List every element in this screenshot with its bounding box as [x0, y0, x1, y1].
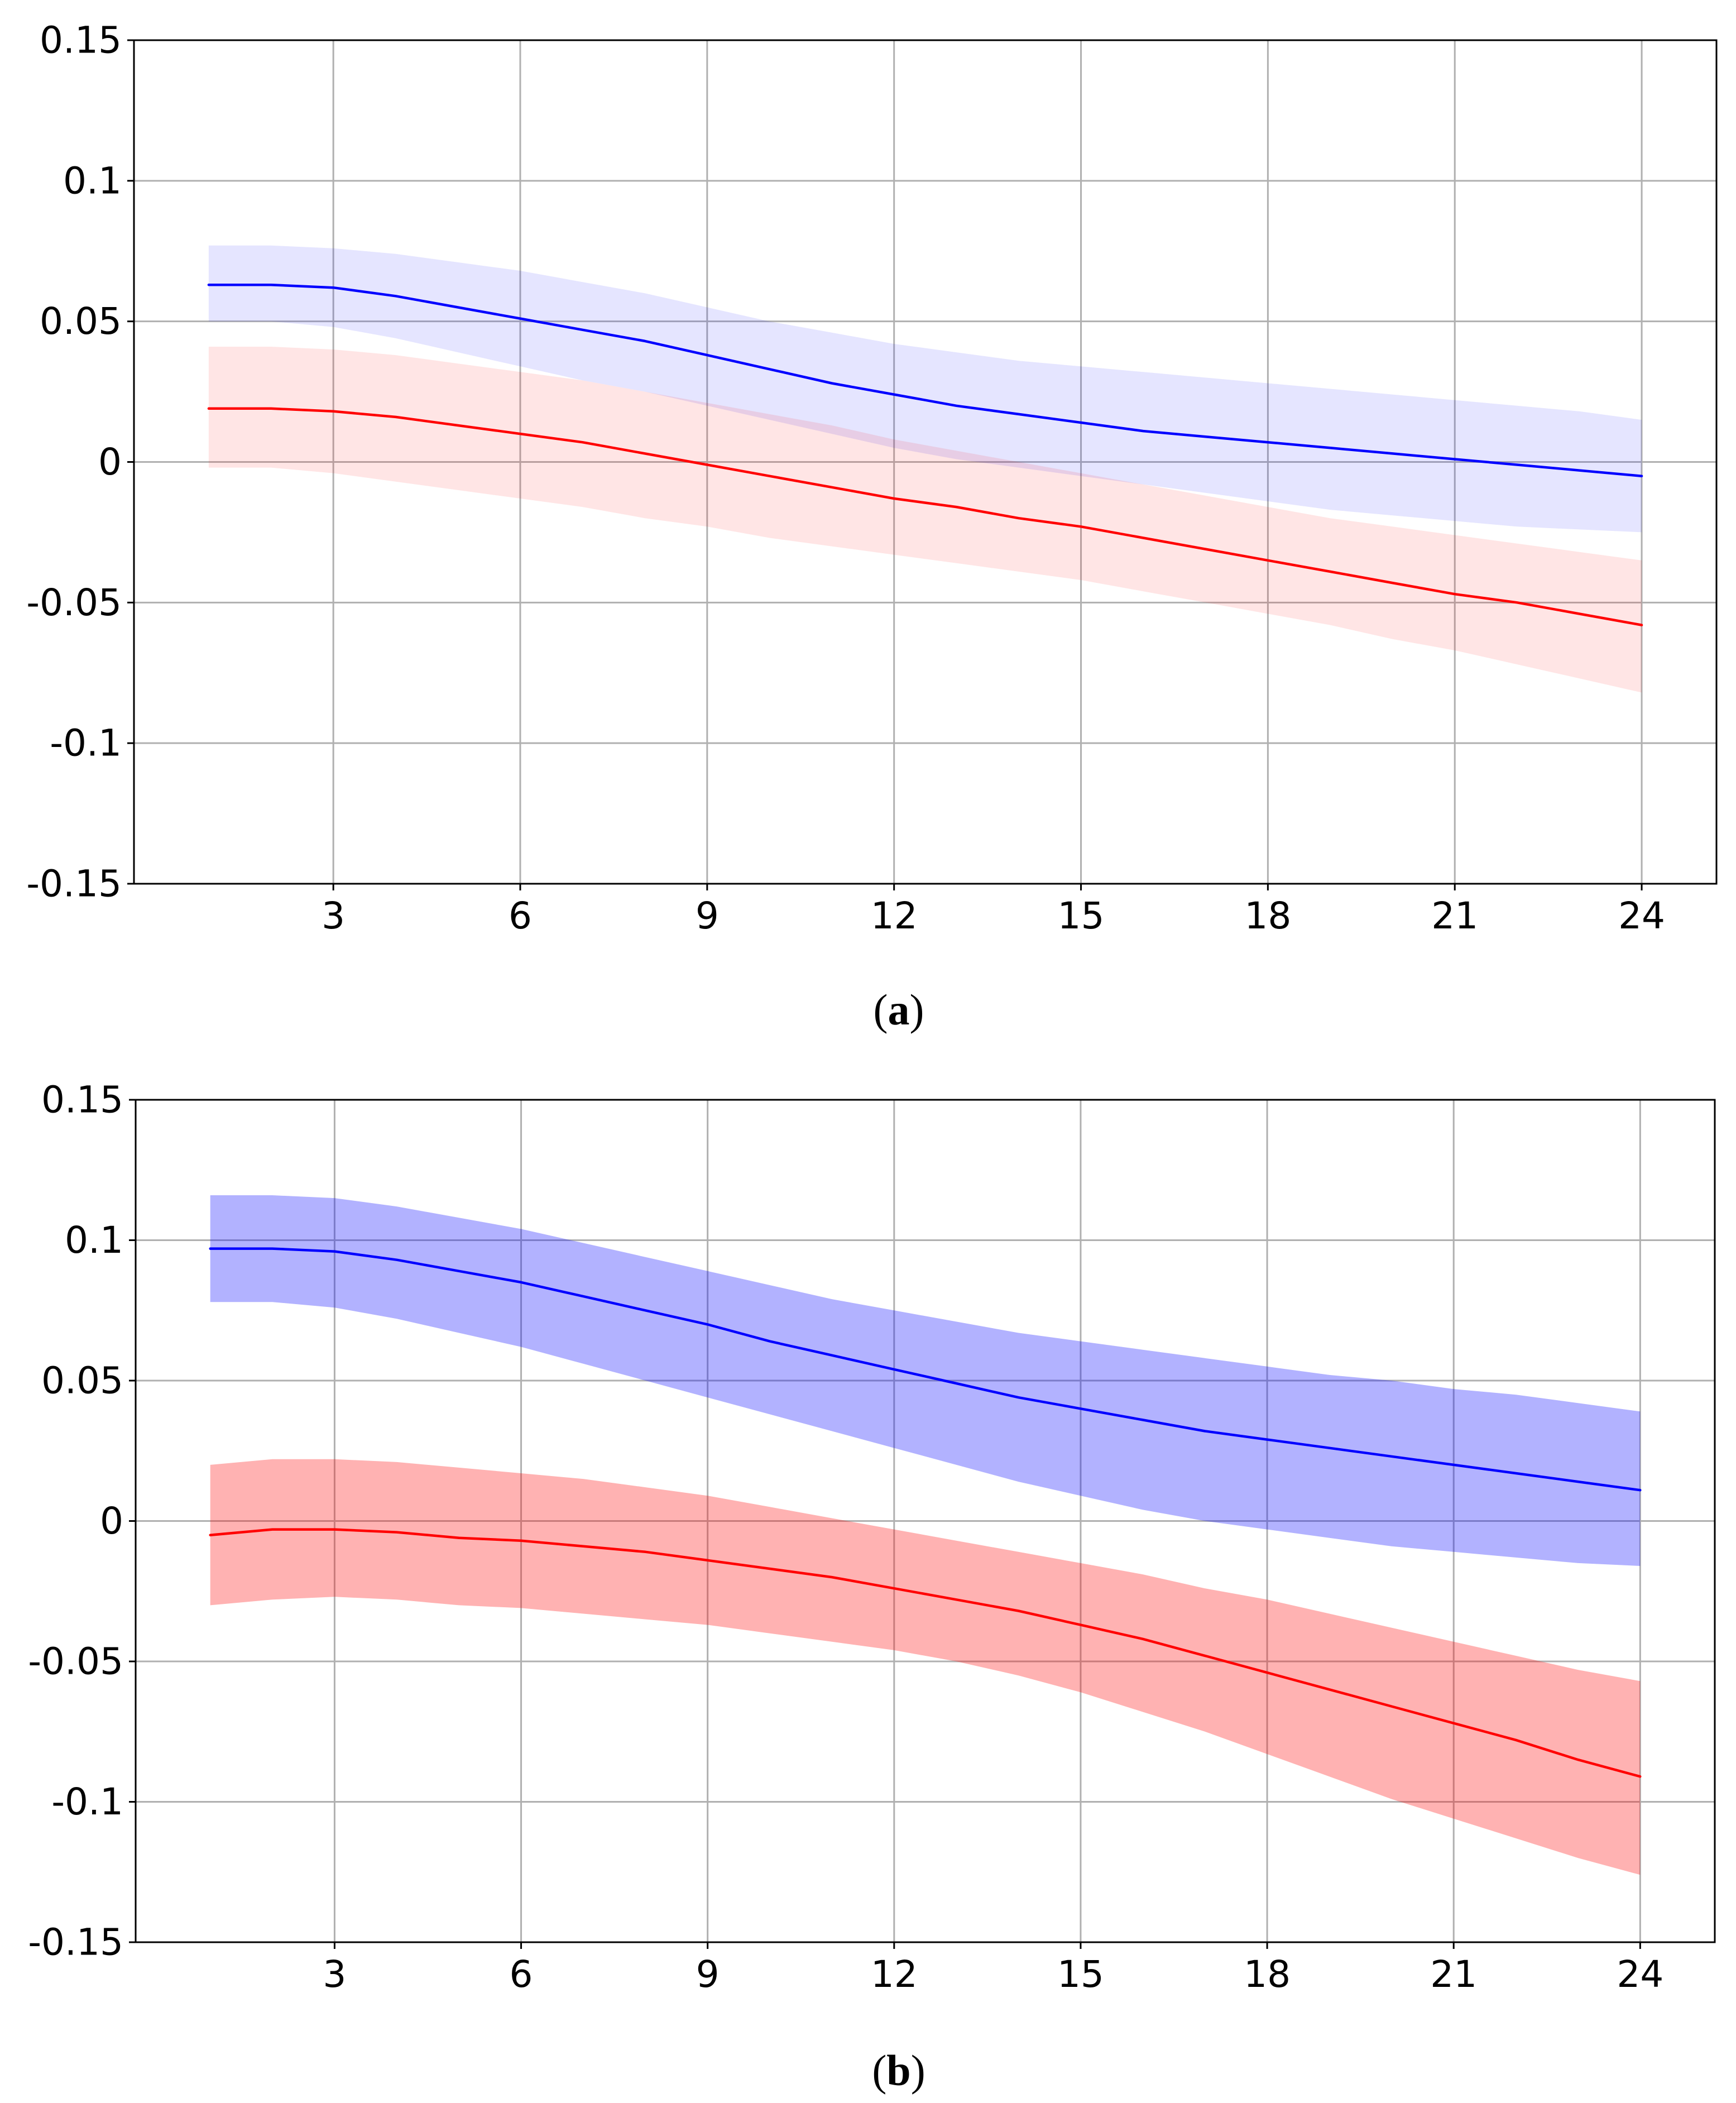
panel-a-ytick-label-3: 0	[98, 440, 122, 483]
panel-b: 0.150.10.050-0.05-0.1-0.153 6 9 12 15 18 21 24 …	[28, 1079, 1716, 2095]
panel-b-ytick-label-5: -0.1	[51, 1780, 123, 1823]
panel-a-red-band	[208, 347, 1642, 693]
panel-b-grid	[136, 1099, 1715, 1943]
panel-b-bands	[210, 1195, 1641, 1875]
panel-a-ytick-label-5: -0.1	[50, 722, 122, 765]
panel-b-xtick-label-6: 21	[1430, 1953, 1477, 1996]
panel-a: 0.150.10.050-0.05-0.1-0.153 6 9 12 15 18 21 24 …	[26, 19, 1718, 1034]
panel-b-xtick-label-4: 15	[1057, 1953, 1104, 1996]
panel-a-caption-letter: a	[888, 985, 910, 1034]
panel-a-ytick-label-1: 0.1	[63, 159, 122, 202]
panel-b-blue-line	[209, 1247, 1642, 1492]
panel-b-ytick-label-4: -0.05	[28, 1640, 123, 1683]
panel-a-xtick-label-4: 15	[1058, 894, 1105, 937]
panel-a-xtick-label-7: 24	[1618, 894, 1665, 937]
panel-a-bands	[208, 245, 1642, 693]
panel-a-grid	[134, 39, 1716, 885]
panel-a-caption: (a)	[874, 985, 924, 1034]
panel-b-red-line	[209, 1528, 1642, 1778]
panel-a-xtick-label-3: 12	[871, 894, 918, 937]
panel-b-xtick-label-2: 9	[696, 1953, 720, 1996]
panel-b-red-band	[210, 1459, 1641, 1875]
panel-b-xtick-label-0: 3	[323, 1953, 346, 1996]
panel-b-xtick-label-7: 24	[1617, 1953, 1663, 1996]
panel-a-blue-band	[208, 245, 1642, 533]
panel-b-blue-band	[210, 1195, 1641, 1566]
panel-b-xtick-label-1: 6	[510, 1953, 533, 1996]
panel-a-ytick-label-0: 0.15	[40, 19, 122, 62]
panel-b-axes: 0.15 0.1 0.05 0 -0.05 -0.1 -0.15 3 6 9 12 15 18 21 24	[28, 1079, 1716, 1996]
panel-a-ytick-label-2: 0.05	[40, 300, 122, 343]
panel-b-ytick-label-2: 0.05	[41, 1359, 123, 1402]
panel-a-xtick-label-6: 21	[1431, 894, 1478, 937]
panel-a-lines	[207, 283, 1643, 626]
panel-a-red-line	[207, 407, 1643, 626]
panel-b-lines	[209, 1247, 1642, 1778]
panel-a-xtick-label-0: 3	[322, 894, 345, 937]
panel-b-xtick-label-5: 18	[1244, 1953, 1291, 1996]
panel-a-blue-line	[207, 283, 1643, 477]
panel-a-xtick-label-2: 9	[696, 894, 719, 937]
panel-a-xtick-label-5: 18	[1244, 894, 1291, 937]
panel-b-caption-letter: b	[886, 2046, 910, 2095]
panel-b-ytick-label-6: -0.15	[28, 1921, 123, 1964]
panel-a-ytick-label-4: -0.05	[26, 581, 122, 624]
panel-b-xtick-label-3: 12	[871, 1953, 918, 1996]
panel-b-ytick-label-1: 0.1	[65, 1219, 123, 1262]
panel-b-ytick-label-0: 0.15	[41, 1079, 123, 1122]
panel-b-ytick-label-3: 0	[100, 1500, 123, 1542]
panel-a-xtick-label-1: 6	[509, 894, 532, 937]
panel-a-axes: 0.15 0.1 0.05 0 -0.05 -0.1 -0.15 3 6 9 12 15 18 21 24	[26, 19, 1718, 937]
panel-a-ytick-label-6: -0.15	[26, 863, 122, 906]
panel-b-caption: (b)	[872, 2046, 925, 2095]
